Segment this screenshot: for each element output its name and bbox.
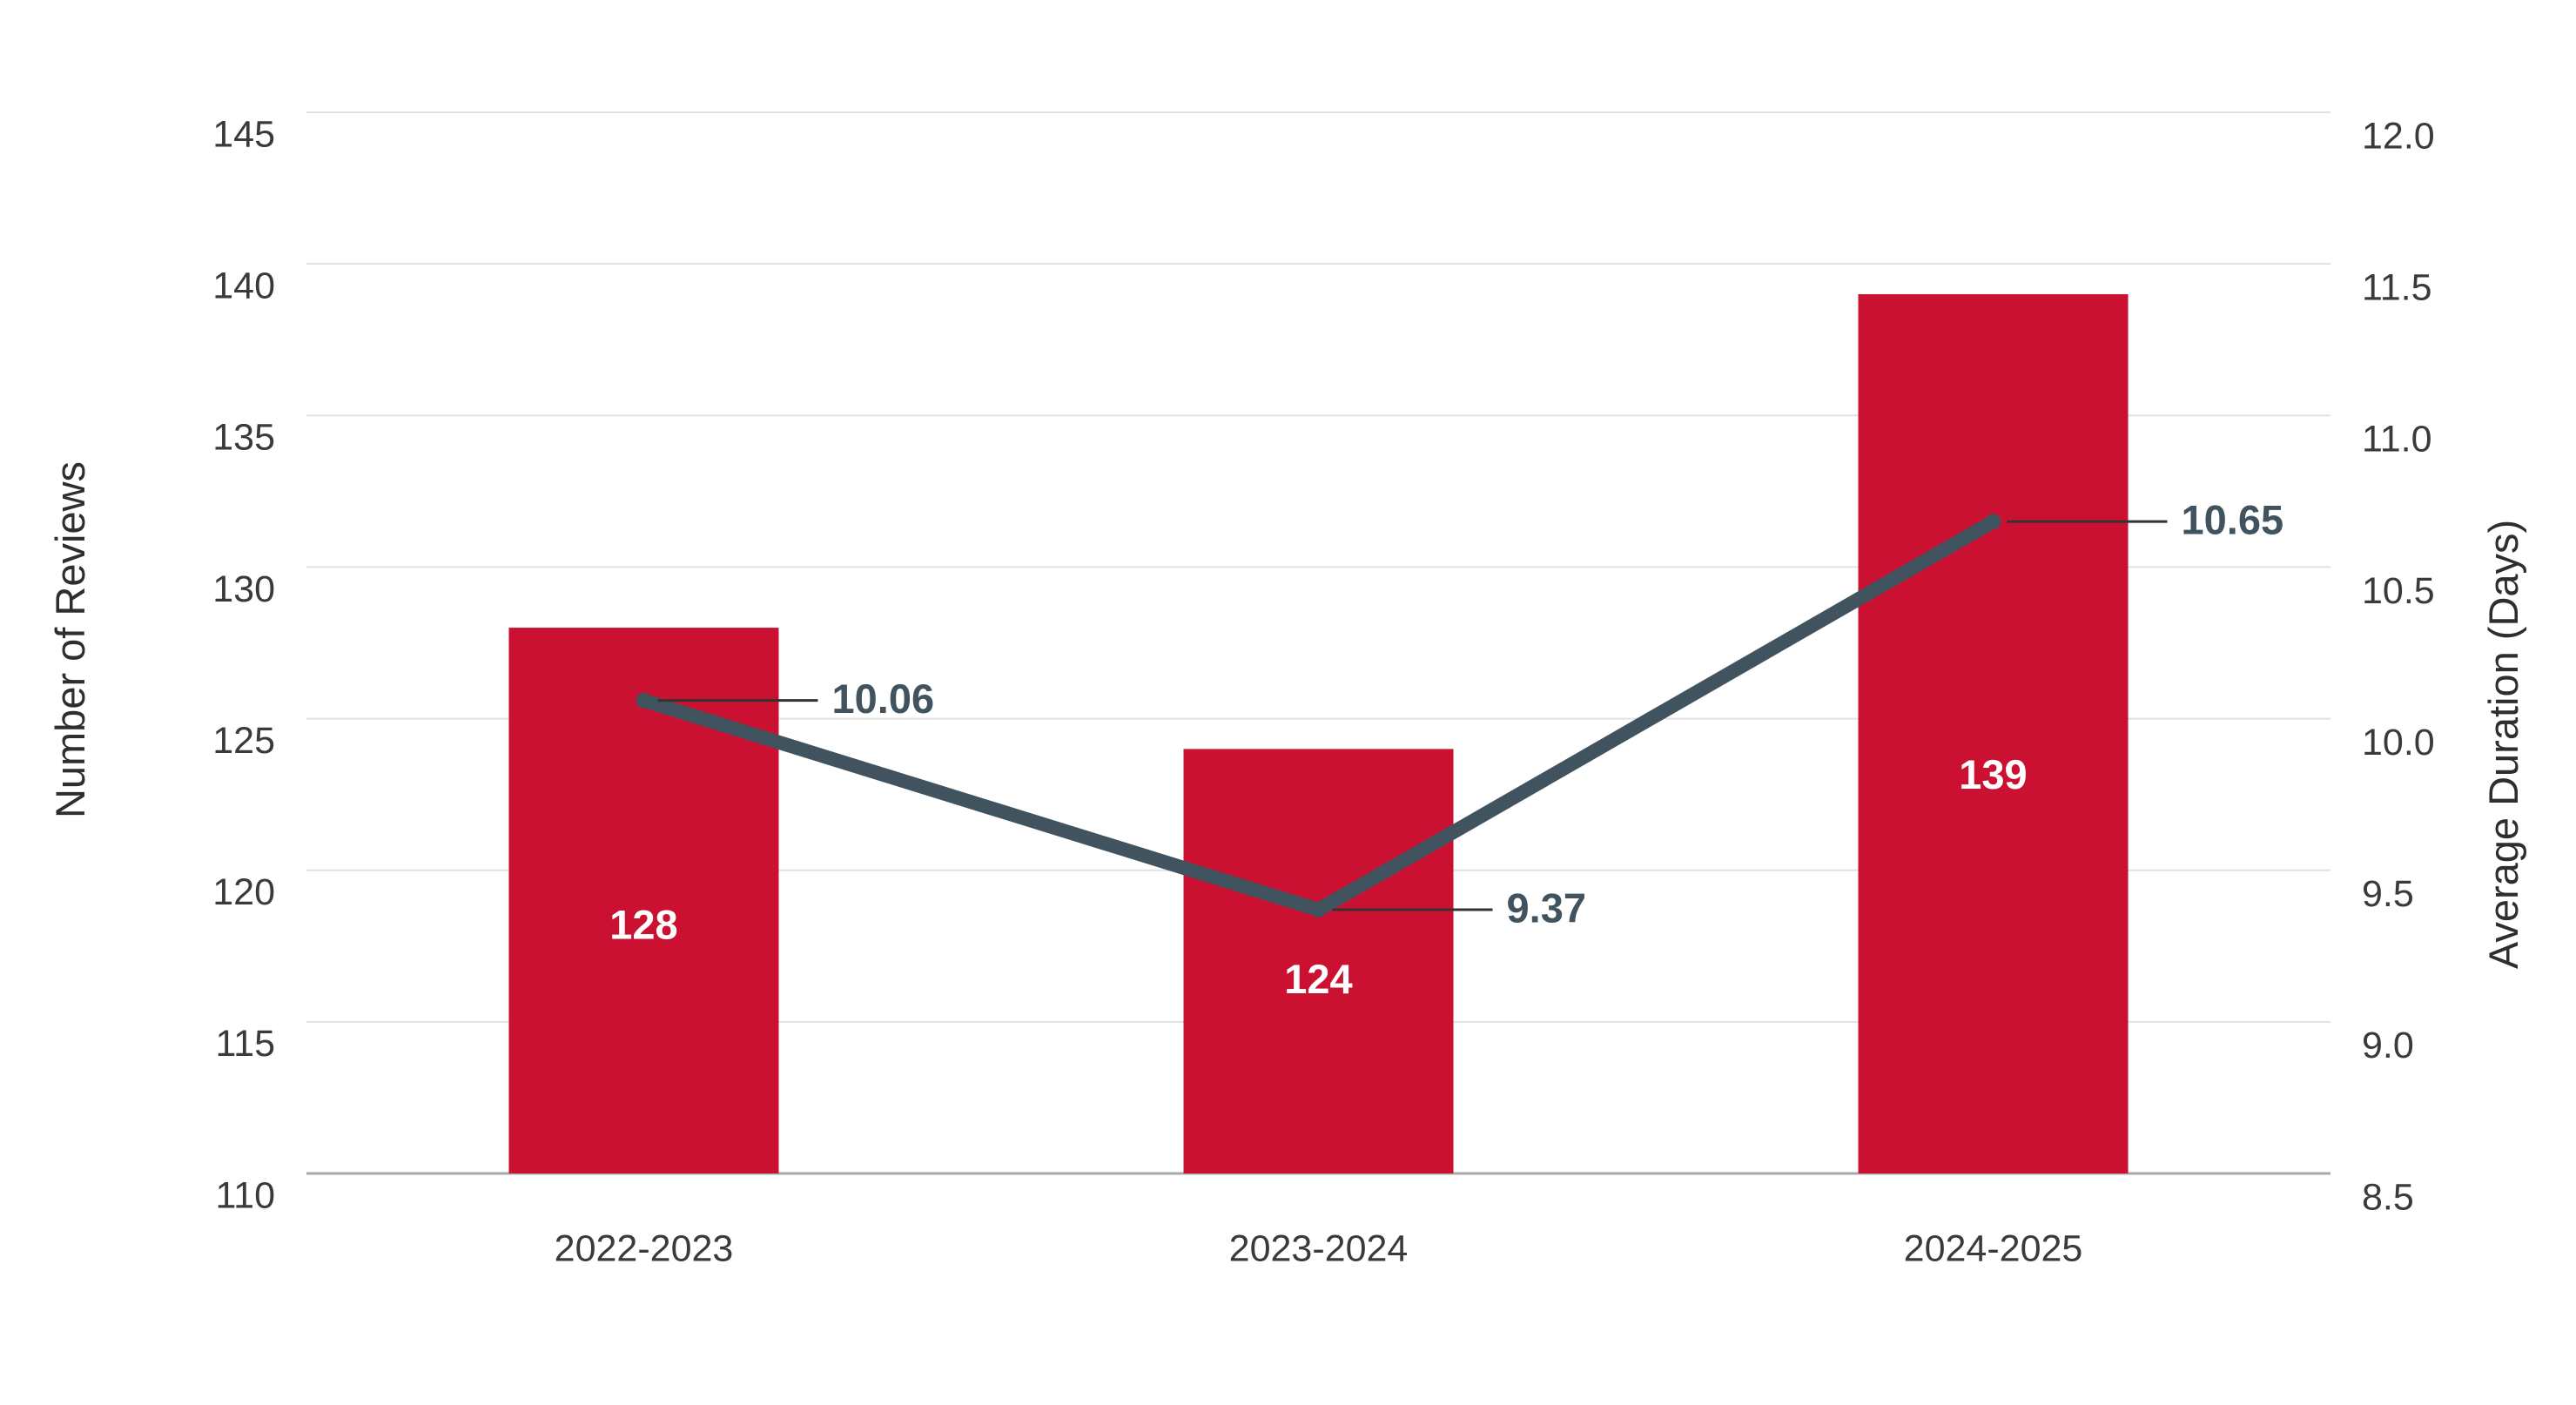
category-label: 2024-2025 (1904, 1227, 2083, 1269)
bars-layer: 128 124 139 (508, 293, 2129, 1173)
right-axis-tick-label: 11.5 (2362, 267, 2432, 309)
right-axis-title: Average Duration (Days) (2480, 520, 2526, 969)
right-axis-tick-label: 9.5 (2362, 873, 2414, 915)
left-axis-tick-label: 110 (215, 1174, 275, 1216)
right-axis-tick-label: 12.0 (2362, 115, 2435, 157)
left-axis-tick-label: 145 (212, 113, 275, 155)
right-axis-tick-label: 11.0 (2362, 419, 2432, 460)
left-axis-tick-label: 125 (212, 720, 275, 762)
right-axis-tick-label: 9.0 (2362, 1025, 2414, 1066)
left-axis-tick-label: 135 (212, 417, 275, 459)
line-point-marker (1310, 901, 1327, 918)
line-value-label: 9.37 (1507, 884, 1586, 931)
bar-value-label: 139 (1959, 751, 2027, 797)
right-axis-tick-label: 8.5 (2362, 1176, 2414, 1218)
category-label: 2022-2023 (555, 1227, 734, 1269)
right-axis-tick-label: 10.5 (2362, 570, 2435, 612)
category-label: 2023-2024 (1229, 1227, 1409, 1269)
line-point-marker (636, 692, 652, 709)
bar (1183, 749, 1454, 1173)
bar-value-label: 128 (609, 901, 677, 947)
line-point-marker (1985, 514, 2001, 530)
left-axis-tick-label: 130 (212, 568, 275, 610)
labels-layer: 110 8.5 115 9.0 120 9.5 125 10.0 130 10.5 135 11.0 1… (212, 113, 2434, 1269)
left-axis-tick-label: 140 (212, 266, 275, 307)
left-axis-title: Number of Reviews (47, 461, 93, 818)
bar (1858, 293, 2129, 1173)
right-axis-tick-label: 10.0 (2362, 722, 2435, 763)
line-series-layer: 10.06 9.37 10.65 (636, 497, 2284, 931)
line-value-label: 10.06 (832, 676, 935, 722)
line-value-label: 10.65 (2182, 497, 2284, 543)
bar-value-label: 124 (1284, 956, 1352, 1002)
left-axis-tick-label: 115 (215, 1023, 275, 1065)
left-axis-tick-label: 120 (212, 871, 275, 913)
bar (508, 628, 779, 1173)
